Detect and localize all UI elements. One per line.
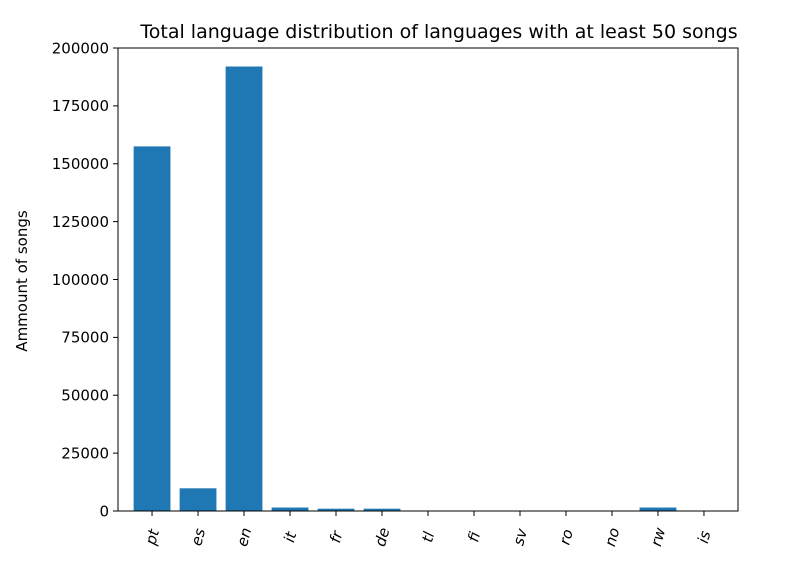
- x-tick-label-sv: sv: [509, 526, 531, 548]
- x-tick-label-it: it: [280, 529, 300, 544]
- x-tick-label-fi: fi: [464, 530, 484, 544]
- x-ticks: pt es en it fr de tl fi sv ro no rw is: [141, 511, 714, 548]
- y-tick-label-25000: 25000: [61, 444, 109, 462]
- bar-it: [271, 507, 309, 511]
- x-tick-label-es: es: [187, 526, 209, 547]
- y-tick-label-200000: 200000: [52, 39, 109, 57]
- plot-frame: [117, 47, 739, 512]
- x-tick-label-de: de: [371, 526, 393, 549]
- bar-pt: [133, 146, 171, 511]
- bar-rw: [639, 507, 677, 511]
- x-tick-label-no: no: [601, 526, 623, 549]
- y-tick-label-100000: 100000: [52, 271, 109, 289]
- bar-en: [225, 66, 263, 512]
- y-tick-label-50000: 50000: [61, 387, 109, 405]
- x-tick-label-fr: fr: [326, 528, 347, 545]
- y-tick-label-75000: 75000: [61, 329, 109, 347]
- x-tick-label-tl: tl: [418, 529, 438, 544]
- y-tick-label-150000: 150000: [52, 155, 109, 173]
- chart-title: Total language distribution of languages…: [139, 21, 737, 43]
- bars: [133, 66, 723, 512]
- x-tick-label-ro: ro: [556, 527, 577, 546]
- x-tick-label-pt: pt: [141, 526, 163, 548]
- bar-es: [179, 488, 217, 511]
- x-tick-label-rw: rw: [647, 525, 669, 548]
- bar-fr: [317, 508, 355, 511]
- y-ticks: 0 25000 50000 75000 100000 125000 150000 175000…: [52, 39, 118, 520]
- y-tick-label-0: 0: [99, 502, 109, 520]
- bar-de: [363, 508, 401, 511]
- y-tick-label-175000: 175000: [52, 97, 109, 115]
- y-tick-label-125000: 125000: [52, 213, 109, 231]
- x-tick-label-is: is: [694, 529, 715, 545]
- x-tick-label-en: en: [233, 526, 255, 549]
- y-axis-label: Ammount of songs: [13, 210, 31, 352]
